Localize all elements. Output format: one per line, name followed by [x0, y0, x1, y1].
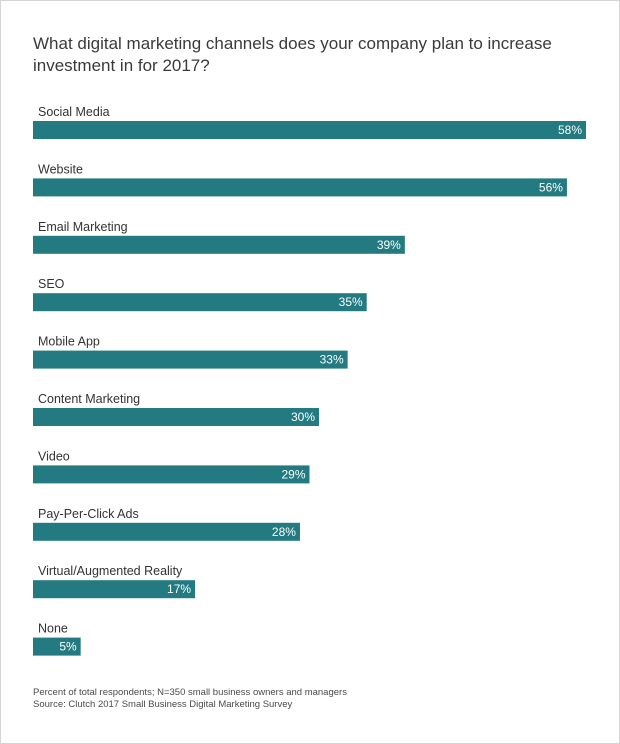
bar	[33, 522, 300, 541]
bar	[33, 235, 405, 254]
value-label: 33%	[320, 353, 344, 367]
footnote: Percent of total respondents; N=350 smal…	[33, 687, 347, 711]
footnote-note: Percent of total respondents; N=350 smal…	[33, 687, 347, 698]
value-label: 5%	[59, 640, 77, 654]
bar	[33, 637, 81, 656]
bar	[33, 293, 367, 312]
category-label: Pay-Per-Click Ads	[38, 507, 139, 521]
bar	[33, 580, 196, 599]
category-label: Video	[38, 449, 70, 463]
value-label: 39%	[377, 238, 401, 252]
footnote-source: Source: Clutch 2017 Small Business Digit…	[33, 699, 293, 710]
value-label: 56%	[539, 180, 563, 194]
bar	[33, 121, 586, 139]
value-label: 30%	[291, 410, 315, 424]
bar	[33, 350, 348, 369]
value-label: 17%	[167, 582, 191, 596]
category-label: None	[38, 622, 68, 636]
value-label: 58%	[558, 123, 582, 137]
category-label: Email Marketing	[38, 220, 128, 234]
category-label: Mobile App	[38, 335, 100, 349]
category-label: Social Media	[38, 105, 110, 119]
value-label: 28%	[272, 525, 296, 539]
category-label: Virtual/Augmented Reality	[38, 564, 183, 578]
bar	[33, 465, 310, 484]
bar	[33, 178, 567, 197]
category-label: Website	[38, 162, 83, 176]
bar	[33, 408, 320, 426]
chart-title: What digital marketing channels does you…	[33, 34, 552, 75]
category-label: SEO	[38, 277, 65, 291]
category-label: Content Marketing	[38, 392, 140, 406]
value-label: 35%	[339, 295, 363, 309]
value-label: 29%	[281, 467, 305, 481]
